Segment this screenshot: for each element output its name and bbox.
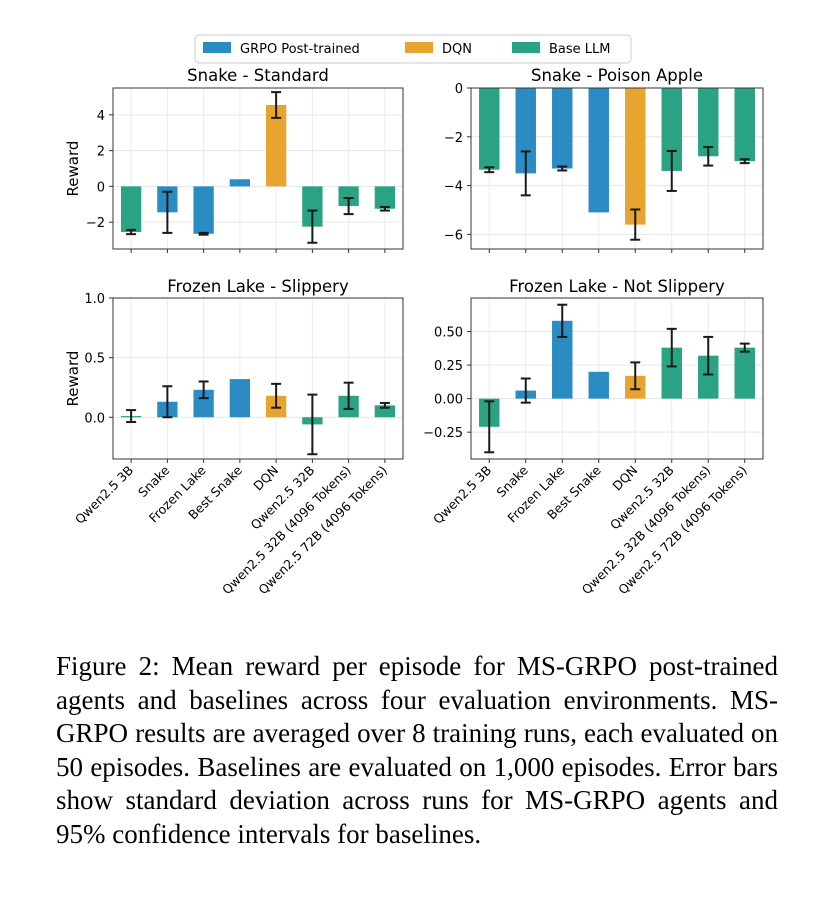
- bar: [698, 355, 719, 399]
- y-tick-label: −2: [86, 216, 105, 231]
- legend-label: GRPO Post-trained: [240, 42, 360, 57]
- y-axis-label: Reward: [64, 351, 82, 407]
- y-tick-label: 0: [455, 82, 463, 97]
- bar: [265, 104, 287, 187]
- legend: GRPO Post-trained DQN Base LLM: [194, 34, 632, 64]
- bar: [193, 389, 214, 418]
- chart-panels: −2 0 2 4 Snake - Standard Reward 0 −2 −4 −6 Snake …: [64, 66, 764, 597]
- x-tick-label: Qwen2.5 3B: [430, 463, 494, 527]
- y-tick-label: −0.25: [423, 426, 463, 441]
- y-tick-label: 4: [97, 109, 105, 124]
- axes-frame: [470, 297, 764, 460]
- chart-title: Frozen Lake - Not Slippery: [509, 277, 725, 296]
- chart-title: Snake - Poison Apple: [531, 66, 703, 85]
- chart-title: Frozen Lake - Slippery: [167, 277, 349, 296]
- chart-panel: −2 0 2 4 Snake - Standard Reward: [64, 66, 404, 253]
- bar: [515, 88, 536, 174]
- x-tick-label: DQN: [609, 463, 640, 494]
- x-tick-label: Qwen2.5 3B: [72, 463, 136, 527]
- chart-title: Snake - Standard: [187, 66, 329, 85]
- bar: [734, 88, 755, 162]
- bar: [588, 88, 609, 213]
- y-tick-label: −2: [444, 131, 463, 146]
- bar: [374, 186, 396, 209]
- chart-panel: 0 −2 −4 −6 Snake - Poison Apple: [444, 66, 764, 253]
- bar: [338, 186, 359, 207]
- bar: [120, 186, 142, 233]
- y-tick-label: 0.00: [434, 393, 463, 408]
- bar: [698, 88, 719, 157]
- bar: [734, 347, 755, 399]
- y-tick-label: 2: [97, 145, 105, 160]
- y-tick-label: 0.50: [434, 326, 463, 341]
- bar: [374, 405, 396, 418]
- axes-frame: [112, 297, 404, 460]
- chart-panel: 0.0 0.5 1.0 Frozen Lake - Slippery Reward Qwe…: [64, 277, 404, 597]
- y-tick-label: 0: [97, 180, 105, 195]
- bar: [552, 88, 573, 169]
- bar: [661, 347, 682, 399]
- y-tick-label: −4: [444, 180, 463, 195]
- x-tick-label: DQN: [250, 463, 281, 494]
- bar: [229, 379, 251, 418]
- bar: [661, 88, 682, 171]
- figure-charts: GRPO Post-trained DQN Base LLM −2 0 2 4 Snake …: [64, 34, 764, 597]
- bar: [479, 88, 500, 170]
- legend-swatch: [203, 42, 231, 53]
- y-axis-label: Reward: [64, 141, 82, 197]
- y-tick-label: 0.25: [434, 359, 463, 374]
- bar: [588, 371, 609, 399]
- legend-label: DQN: [442, 42, 472, 57]
- axes-frame: [112, 87, 404, 250]
- legend-swatch: [405, 42, 433, 53]
- axes-frame: [470, 87, 764, 250]
- bar: [625, 88, 646, 225]
- legend-swatch: [512, 42, 540, 53]
- y-tick-label: −6: [444, 228, 463, 243]
- bar: [302, 186, 323, 227]
- y-tick-label: 0.5: [84, 352, 105, 367]
- chart-panel: −0.25 0.00 0.25 0.50 Frozen Lake - Not Slipp…: [423, 277, 764, 597]
- bar: [552, 320, 573, 399]
- legend-label: Base LLM: [549, 42, 611, 57]
- y-tick-label: 0.0: [84, 411, 105, 426]
- bar: [193, 186, 214, 234]
- bar: [229, 179, 251, 187]
- figure-caption: Figure 2: Mean reward per episode for MS…: [56, 651, 778, 849]
- y-tick-label: 1.0: [84, 292, 105, 307]
